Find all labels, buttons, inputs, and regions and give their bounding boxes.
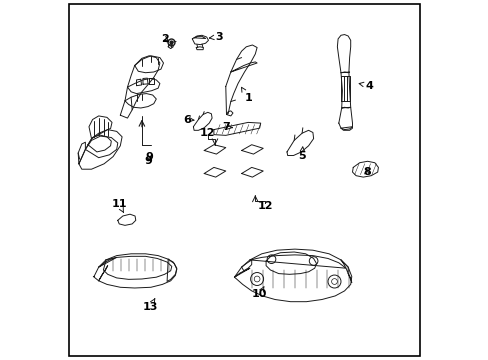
Text: 13: 13	[142, 299, 158, 312]
Text: 10: 10	[251, 287, 267, 300]
Text: 9: 9	[145, 152, 153, 162]
Text: 11: 11	[111, 199, 127, 212]
Text: 3: 3	[209, 32, 223, 42]
Text: 12: 12	[200, 128, 215, 138]
Text: 7: 7	[222, 122, 232, 132]
Text: 2: 2	[161, 34, 169, 44]
Text: 6: 6	[183, 114, 194, 125]
Text: 4: 4	[358, 81, 373, 91]
Text: 1: 1	[241, 87, 251, 103]
Text: 8: 8	[362, 167, 370, 177]
Text: 5: 5	[298, 147, 305, 161]
Text: 12: 12	[257, 201, 273, 211]
Text: 9: 9	[144, 156, 152, 166]
